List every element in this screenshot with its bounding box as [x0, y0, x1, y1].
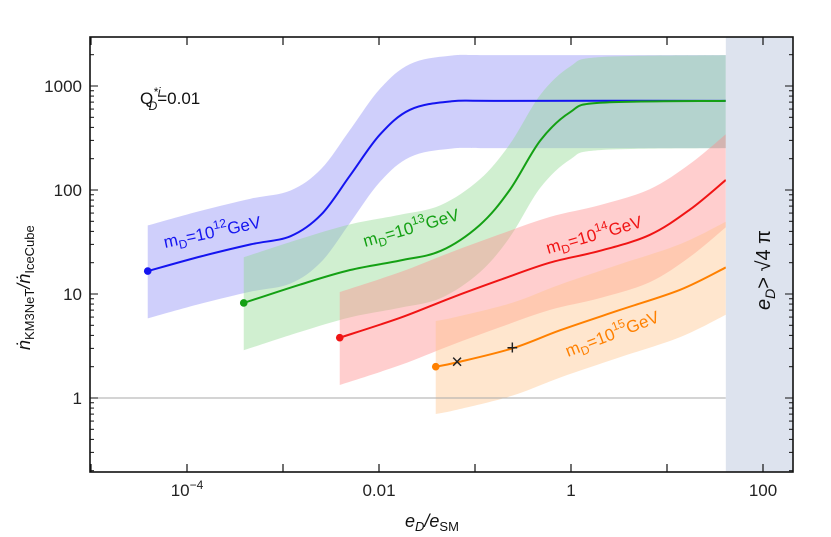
band-series-3 [339, 134, 726, 386]
svg-text:ṅKM3NeT/ṅIceCube: ṅKM3NeT/ṅIceCube [14, 225, 37, 350]
x-tick-label-3: 100 [749, 481, 777, 500]
excluded-region [725, 37, 793, 472]
start-point-series-4 [431, 362, 440, 371]
excluded-region-label: eD> √4 π [753, 230, 778, 310]
line-series-4 [435, 266, 727, 368]
line-series-2 [243, 99, 726, 304]
y-axis-label: ṅKM3NeT/ṅIceCube [14, 225, 37, 350]
x-tick-label-1: 0.01 [362, 481, 395, 500]
line-series-3 [339, 179, 727, 339]
start-point-series-3 [335, 333, 344, 342]
marker-2: + [507, 337, 519, 359]
band-series-1 [147, 54, 726, 319]
x-tick-label-0: 10−4 [171, 478, 204, 500]
band-series-2 [243, 55, 726, 351]
y-tick-label-3: 1000 [44, 77, 82, 96]
start-point-series-1 [143, 267, 152, 275]
line-series-1 [147, 99, 726, 273]
y-tick-label-1: 10 [63, 285, 82, 304]
start-point-series-2 [239, 299, 248, 307]
marker-1: × [451, 351, 463, 373]
y-tick-label-2: 100 [54, 181, 82, 200]
x-tick-label-2: 1 [566, 481, 575, 500]
annotation-coupling: Q*i D=0.01 [140, 85, 200, 113]
y-tick-label-0: 1 [73, 389, 82, 408]
plot-frame [89, 36, 794, 473]
band-series-4 [435, 221, 726, 414]
svg-text:eD> √4 π: eD> √4 π [753, 230, 778, 310]
x-axis-label: eD/eSM [405, 511, 459, 534]
